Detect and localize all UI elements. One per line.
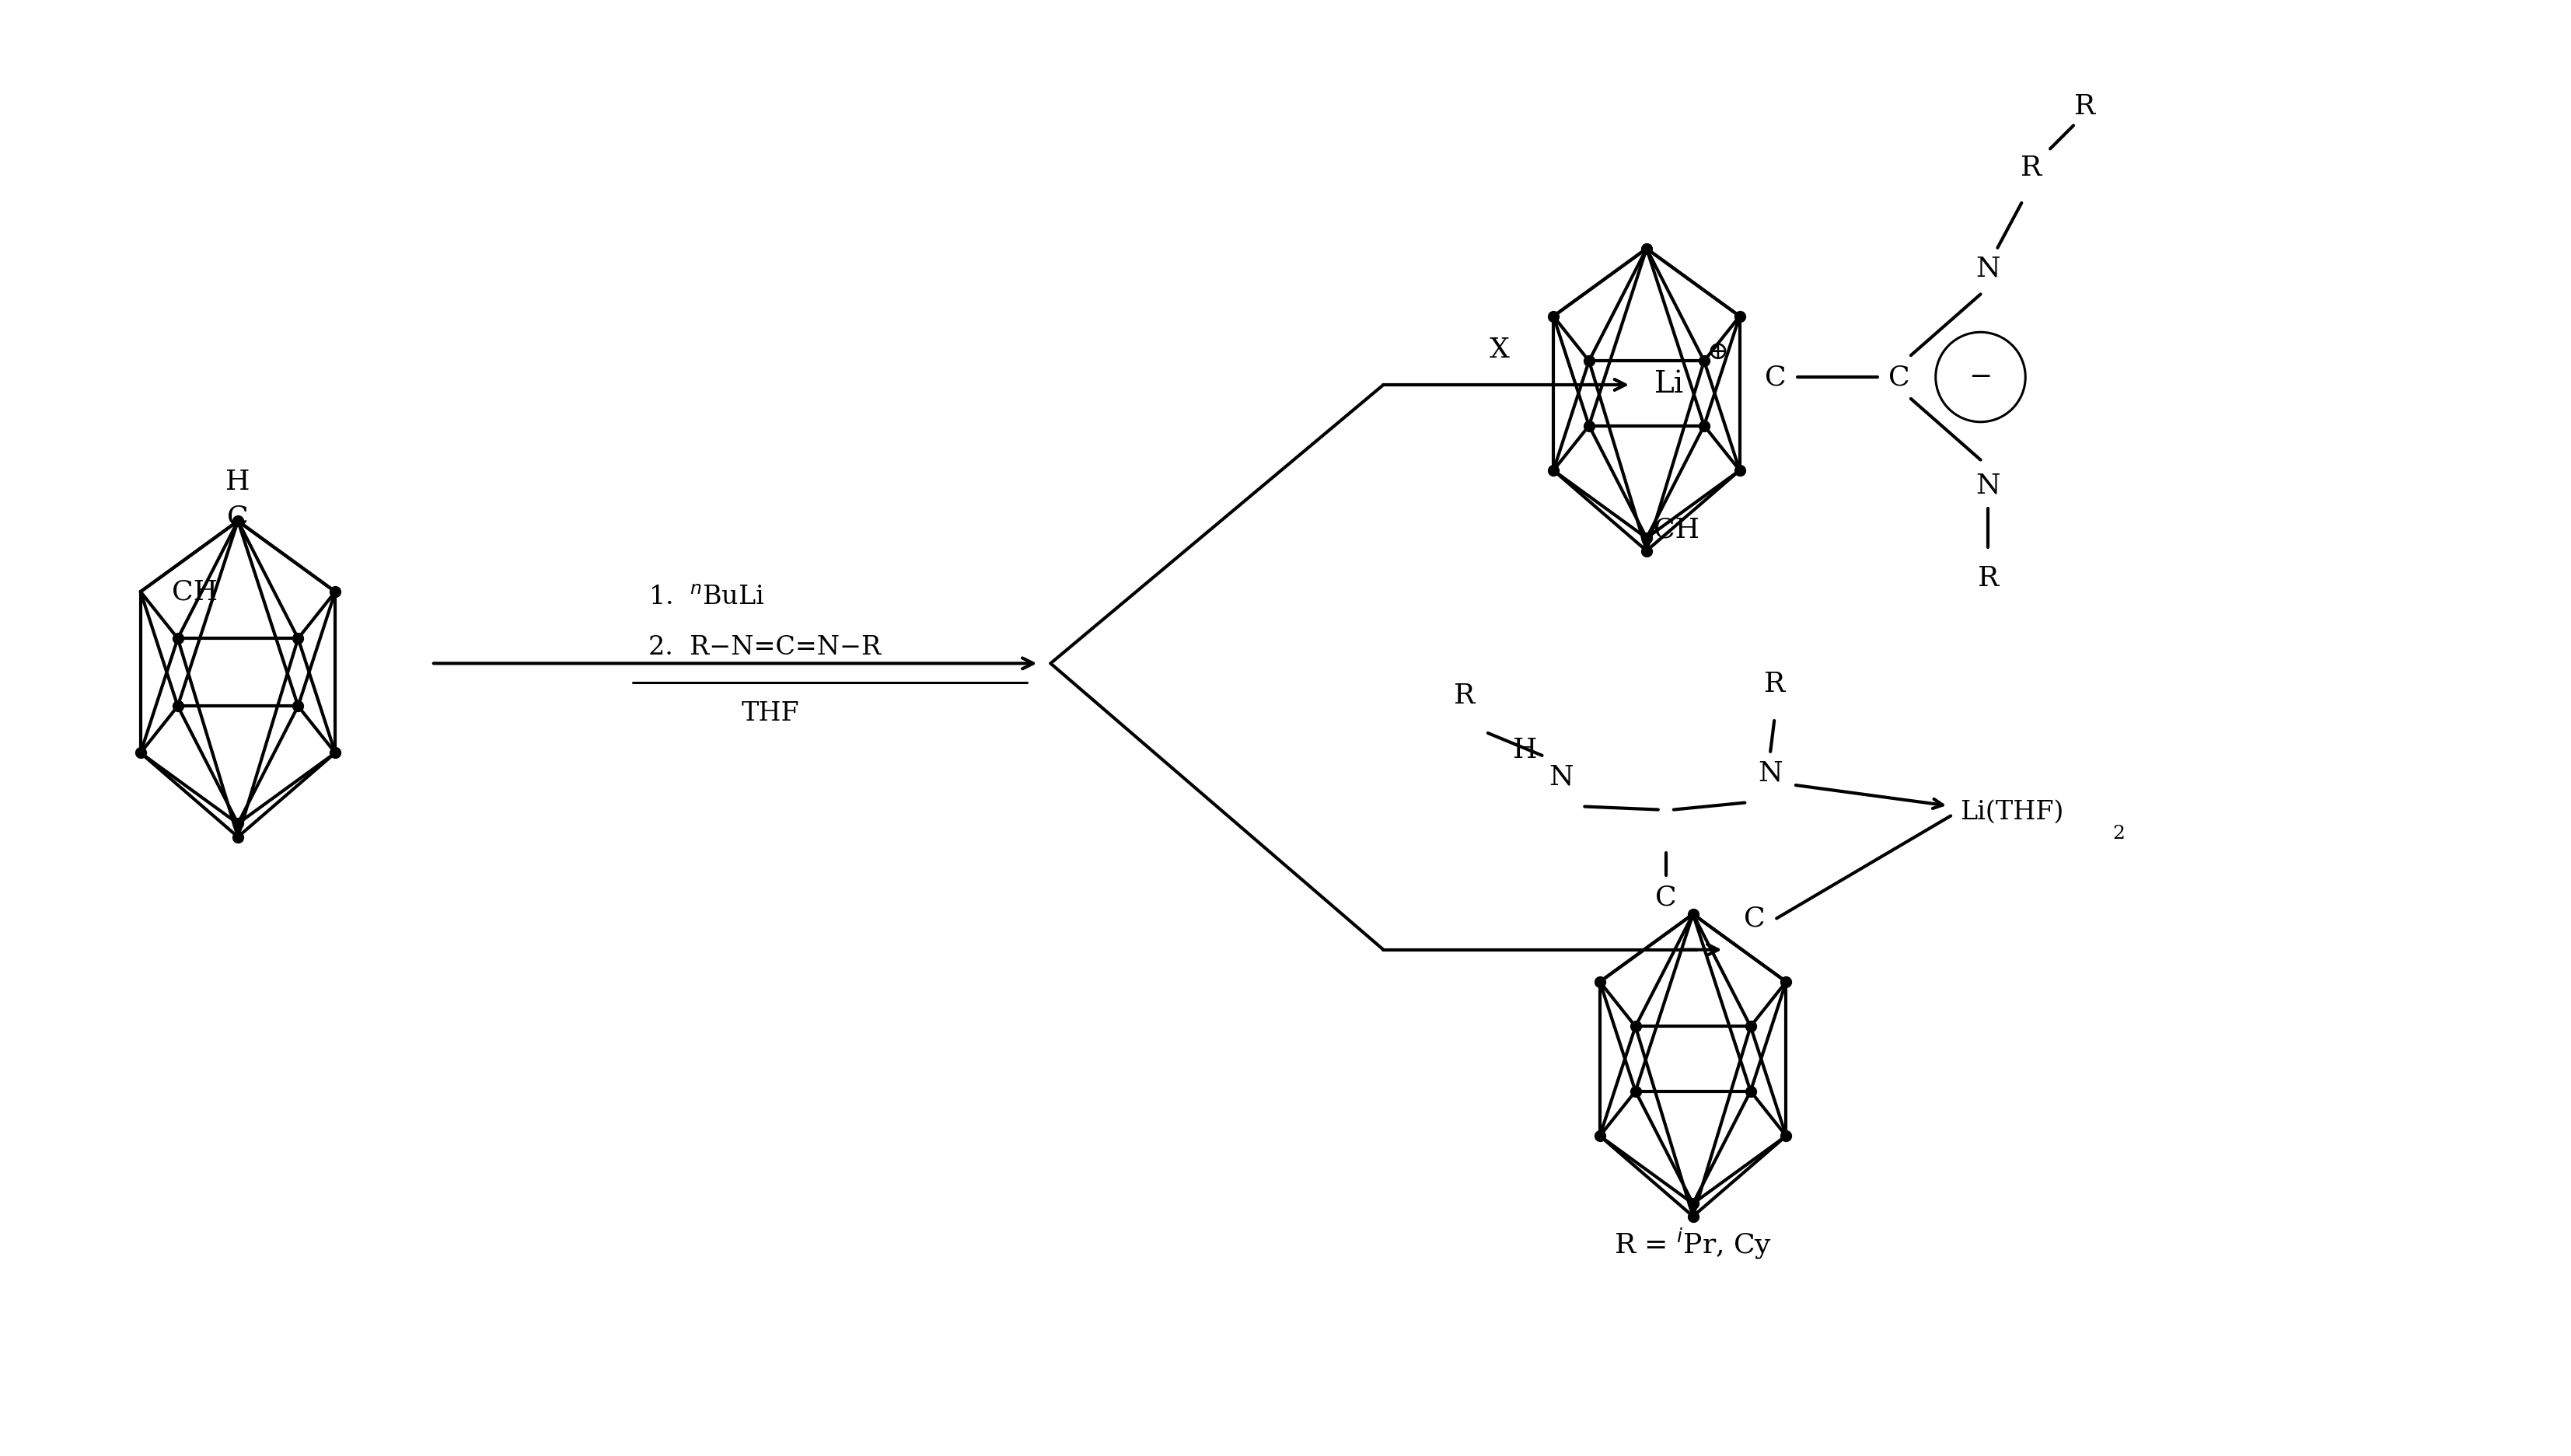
- Text: C: C: [1764, 364, 1787, 390]
- Text: N: N: [1977, 255, 2000, 282]
- Text: C: C: [1656, 884, 1676, 910]
- Text: N: N: [1977, 472, 2000, 498]
- Text: X: X: [1489, 336, 1509, 363]
- Text: ⊕: ⊕: [1707, 339, 1728, 364]
- Text: −: −: [1969, 364, 1993, 390]
- Text: Li: Li: [1653, 370, 1684, 399]
- Text: CH: CH: [172, 578, 219, 604]
- Text: N: N: [1550, 764, 1573, 791]
- Text: 1.  $^n$BuLi: 1. $^n$BuLi: [648, 585, 764, 610]
- Text: N: N: [1759, 760, 1782, 786]
- Text: C: C: [1890, 364, 1910, 390]
- Text: THF: THF: [740, 702, 800, 727]
- Text: H: H: [226, 469, 249, 495]
- Text: H: H: [1512, 737, 1537, 763]
- Text: R: R: [2021, 154, 2041, 182]
- Text: Li(THF): Li(THF): [1959, 799, 2065, 824]
- Text: R = $^i$Pr, Cy: R = $^i$Pr, Cy: [1615, 1226, 1771, 1261]
- Text: R: R: [1455, 683, 1476, 709]
- Text: CH: CH: [1653, 517, 1699, 543]
- Text: 2: 2: [2113, 824, 2124, 843]
- Text: C: C: [226, 504, 249, 530]
- Text: R: R: [1764, 671, 1784, 697]
- Text: C: C: [1743, 906, 1766, 932]
- Text: R: R: [1977, 565, 1998, 591]
- Text: R: R: [2075, 93, 2095, 119]
- Text: 2.  R−N=C=N−R: 2. R−N=C=N−R: [648, 635, 882, 661]
